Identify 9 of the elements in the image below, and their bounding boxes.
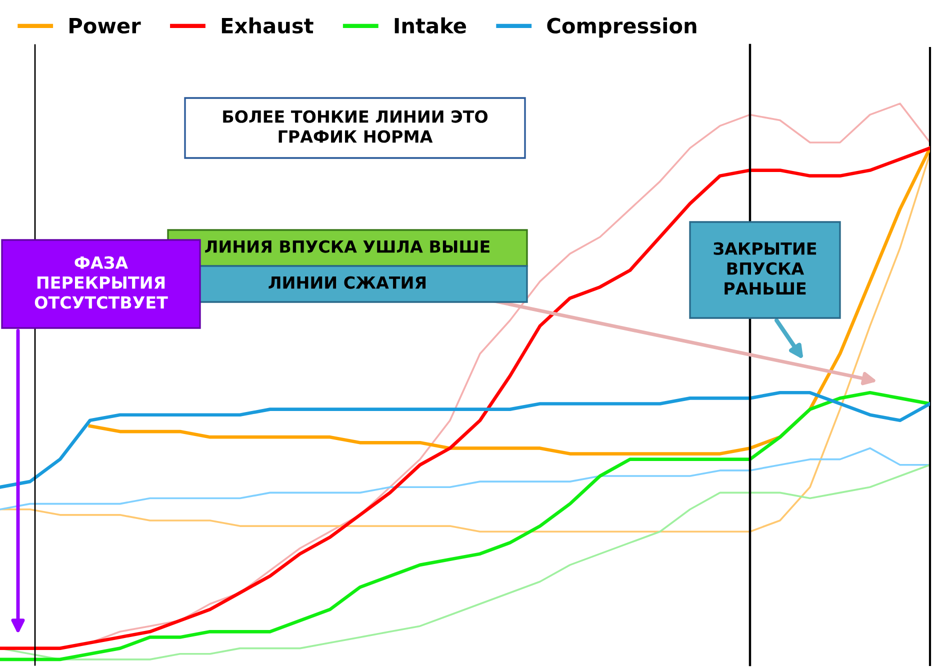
legend-label: Power [70, 18, 141, 34]
legend-label: Exhaust [222, 17, 314, 34]
annotation: ФАЗА ПЕРЕКРЫТИЯ ОТСУТСТВУЕТ [34, 256, 168, 309]
annotation: ЗАКРЫТИЕ ВПУСКА РАНЬШЕ [714, 242, 816, 295]
annotation: ЛИНИЯ ВПУСКА УШЛА ВЫШЕ [205, 240, 490, 253]
annotation: БОЛЕЕ ТОНКИЕ ЛИНИИ ЭТО ГРАФИК НОРМА [223, 110, 488, 143]
annotation: ЛИНИИ СЖАТИЯ [268, 276, 426, 289]
legend-label: Intake [394, 17, 466, 34]
legend-label: Compression [547, 17, 696, 38]
